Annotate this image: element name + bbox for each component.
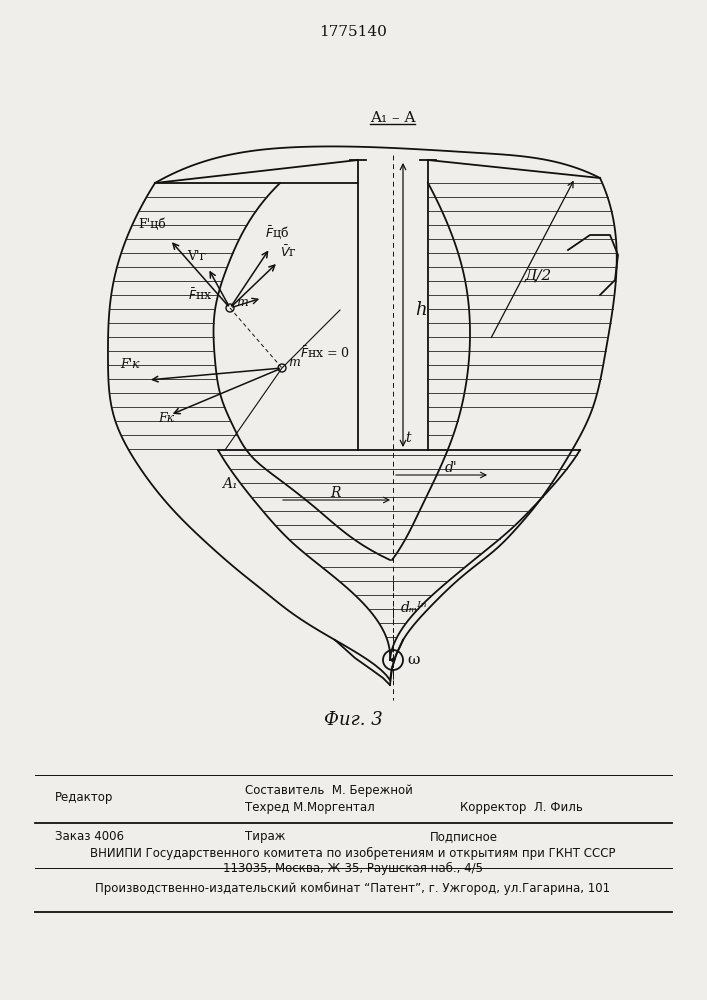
Text: Fк: Fк: [158, 412, 174, 425]
Text: Тираж: Тираж: [245, 830, 286, 843]
Text: h: h: [415, 301, 426, 319]
Text: V'г: V'г: [187, 250, 206, 263]
Circle shape: [392, 658, 395, 662]
Text: dₘᴵⁿ: dₘᴵⁿ: [401, 601, 428, 615]
Text: t: t: [405, 431, 411, 445]
Text: F'цб: F'цб: [138, 218, 165, 231]
Text: $\bar{F}$цб: $\bar{F}$цб: [265, 224, 289, 242]
Text: $\bar{F}$нх: $\bar{F}$нх: [188, 287, 212, 303]
Text: m: m: [236, 296, 248, 309]
Text: A₁: A₁: [222, 477, 238, 491]
Text: Редактор: Редактор: [55, 791, 113, 804]
Text: 1775140: 1775140: [319, 25, 387, 39]
Text: F'к: F'к: [120, 358, 139, 371]
Text: ВНИИПИ Государственного комитета по изобретениям и открытиям при ГКНТ СССР: ВНИИПИ Государственного комитета по изоб…: [90, 847, 616, 860]
Text: Корректор  Л. Филь: Корректор Л. Филь: [460, 801, 583, 814]
Text: R: R: [330, 486, 341, 500]
Text: $\bar{F}$нх = 0: $\bar{F}$нх = 0: [300, 345, 350, 361]
Text: Д/2: Д/2: [525, 269, 552, 283]
Text: $\bar{V}$г: $\bar{V}$г: [280, 244, 296, 260]
Text: Подписное: Подписное: [430, 830, 498, 843]
Text: A₁ – A: A₁ – A: [370, 111, 416, 125]
Text: d': d': [445, 461, 457, 475]
Text: Составитель  М. Бережной: Составитель М. Бережной: [245, 784, 413, 797]
Text: Заказ 4006: Заказ 4006: [55, 830, 124, 843]
Text: m: m: [288, 356, 300, 369]
Text: 113035, Москва, Ж-35, Раушская наб., 4/5: 113035, Москва, Ж-35, Раушская наб., 4/5: [223, 862, 483, 875]
Text: Техред М.Моргентал: Техред М.Моргентал: [245, 801, 375, 814]
Text: ω: ω: [407, 653, 419, 667]
Text: Производственно-издательский комбинат “Патент”, г. Ужгород, ул.Гагарина, 101: Производственно-издательский комбинат “П…: [95, 882, 611, 895]
Text: Фиг. 3: Фиг. 3: [324, 711, 382, 729]
